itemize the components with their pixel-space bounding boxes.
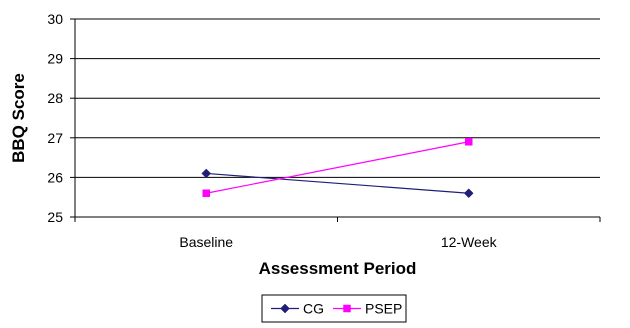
legend-marker-psep [343, 304, 351, 313]
y-tick-label-27: 27 [47, 130, 63, 146]
data-point-cg-0 [201, 168, 212, 179]
data-point-cg-1 [463, 188, 474, 199]
data-point-psep-1 [465, 138, 473, 146]
x-tick-label-0: Baseline [179, 234, 233, 250]
series-line-cg [206, 172, 469, 194]
series-layer [201, 138, 474, 199]
legend: CG PSEP [261, 294, 407, 323]
legend-items: CG PSEP [271, 301, 402, 317]
legend-label-cg: CG [303, 301, 324, 317]
gridlines [75, 18, 600, 178]
y-axis-title: BBQ Score [9, 73, 28, 163]
x-axis-ticks: Baseline 12-Week [74, 217, 601, 250]
data-point-psep-0 [202, 189, 210, 197]
x-tick-label-1: 12-Week [441, 234, 498, 250]
y-tick-label-26: 26 [47, 169, 63, 185]
y-tick-label-25: 25 [47, 209, 63, 225]
x-axis-title: Assessment Period [259, 259, 417, 278]
y-tick-label-30: 30 [47, 11, 63, 27]
y-tick-label-29: 29 [47, 51, 63, 67]
y-tick-label-28: 28 [47, 90, 63, 106]
legend-marker-cg [280, 303, 290, 314]
legend-label-psep: PSEP [365, 301, 402, 317]
y-axis-ticks: 25 26 27 28 29 30 [47, 11, 75, 225]
series-line-psep [206, 141, 469, 194]
